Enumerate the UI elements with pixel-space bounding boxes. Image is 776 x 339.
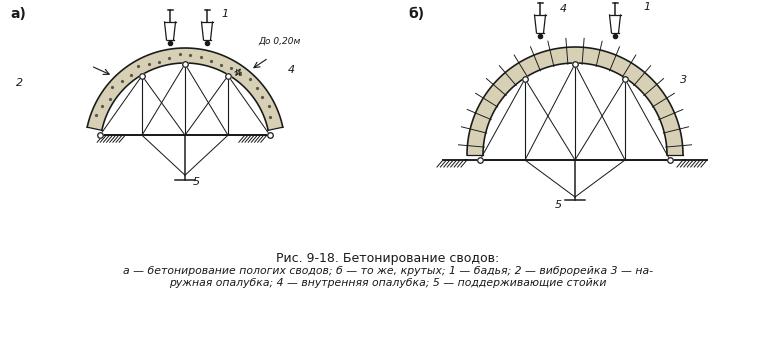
Text: а): а) <box>10 7 26 21</box>
Text: 3: 3 <box>681 75 688 85</box>
Text: До 0,20м: До 0,20м <box>258 37 301 46</box>
Polygon shape <box>467 47 683 155</box>
Text: 4: 4 <box>560 4 567 14</box>
Text: ружная опалубка; 4 — внутренняя опалубка; 5 — поддерживающие стойки: ружная опалубка; 4 — внутренняя опалубка… <box>169 278 607 288</box>
Text: 1: 1 <box>643 2 650 12</box>
Polygon shape <box>87 48 282 130</box>
Text: а — бетонирование пологих сводов; б — то же, крутых; 1 — бадья; 2 — виброрейка 3: а — бетонирование пологих сводов; б — то… <box>123 266 653 276</box>
Text: 1: 1 <box>221 9 228 19</box>
Text: 5: 5 <box>193 177 200 187</box>
Text: б): б) <box>408 7 424 21</box>
Text: 5: 5 <box>555 200 562 210</box>
Text: 2: 2 <box>16 78 23 88</box>
Text: Рис. 9-18. Бетонирование сводов:: Рис. 9-18. Бетонирование сводов: <box>276 252 500 265</box>
Text: 4: 4 <box>287 65 295 75</box>
